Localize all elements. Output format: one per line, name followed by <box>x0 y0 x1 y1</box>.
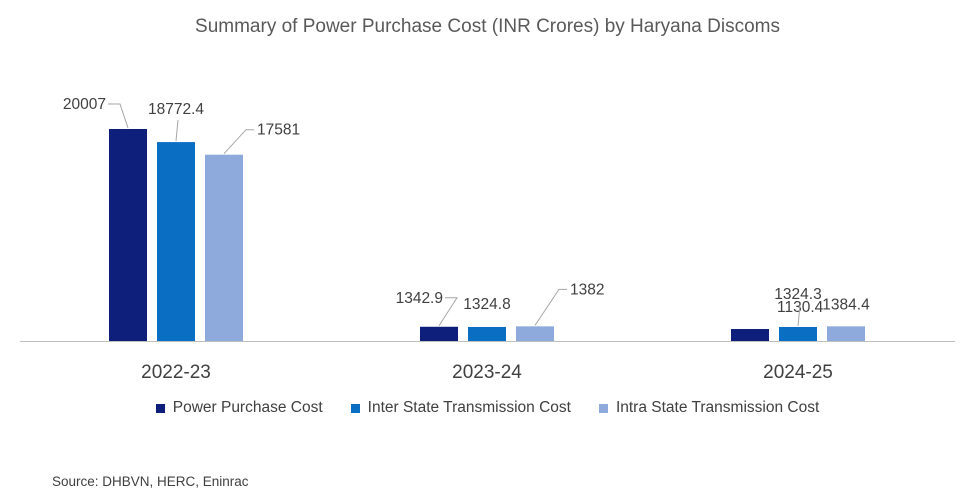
data-label: 1342.9 <box>396 290 443 307</box>
x-tick-label: 2022-23 <box>141 362 211 383</box>
bar <box>468 326 506 341</box>
x-tick-label: 2023-24 <box>452 362 522 383</box>
legend-item: Intra State Transmission Cost <box>598 399 820 417</box>
data-label: 1384.4 <box>822 296 870 313</box>
legend-swatch <box>598 403 608 413</box>
bar <box>827 326 865 341</box>
bar <box>420 326 458 341</box>
legend-label: Inter State Transmission Cost <box>367 399 571 416</box>
data-label-leader <box>108 103 129 129</box>
legend-label: Power Purchase Cost <box>172 399 323 416</box>
data-label-leader <box>223 129 254 155</box>
data-label-leader <box>534 288 567 326</box>
bar <box>779 326 817 341</box>
legend-swatch <box>155 403 165 413</box>
data-label: 1324.8 <box>463 296 510 313</box>
legend: Power Purchase Cost Inter State Transmiss… <box>0 399 975 417</box>
legend-label: Intra State Transmission Cost <box>615 399 820 416</box>
data-label: 17581 <box>257 122 300 139</box>
bar <box>109 129 147 341</box>
legend-item: Power Purchase Cost <box>155 399 323 417</box>
data-label: 1130.4 <box>777 299 824 316</box>
bar <box>731 329 769 341</box>
data-label: 20007 <box>63 96 106 113</box>
legend-swatch <box>350 403 360 413</box>
data-label-leader <box>438 297 458 327</box>
bar <box>516 326 554 341</box>
source-note: Source: DHBVN, HERC, Eninrac <box>52 474 249 489</box>
legend-item: Inter State Transmission Cost <box>350 399 571 417</box>
data-label-leader <box>175 120 179 142</box>
data-label: 18772.4 <box>148 101 204 118</box>
data-label: 1382 <box>570 281 604 298</box>
bar-chart: 20007 18772.4 17581 2022-23 1342.9 1324.8 1382… <box>20 96 955 383</box>
bar <box>205 154 243 341</box>
data-label: 1324.3 <box>774 286 821 303</box>
x-tick-label: 2024-25 <box>763 362 833 383</box>
data-label-leader <box>797 304 801 327</box>
chart-title: Summary of Power Purchase Cost (INR Cror… <box>195 16 780 37</box>
bar <box>157 142 195 341</box>
